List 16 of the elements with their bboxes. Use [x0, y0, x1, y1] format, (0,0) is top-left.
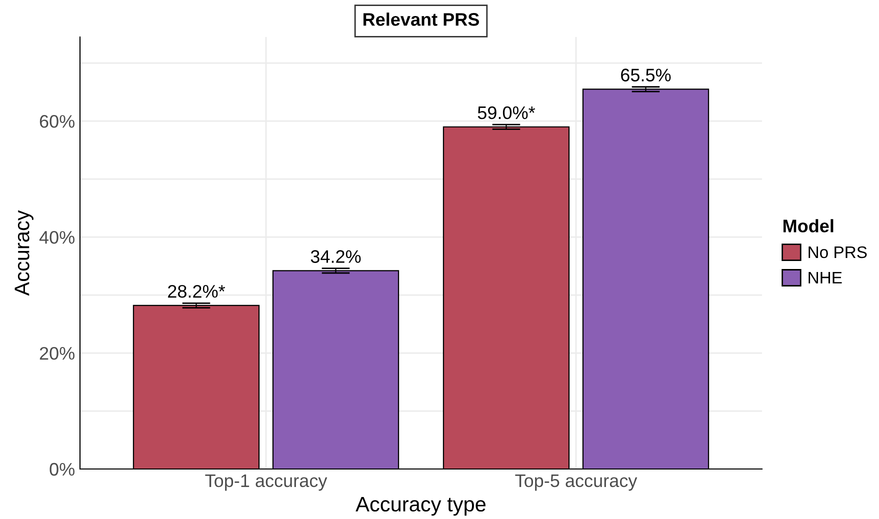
y-tick-label: 20% — [40, 346, 74, 360]
x-axis-title: Accuracy type — [356, 497, 486, 516]
data-label: 34.2% — [310, 250, 361, 263]
y-tick-label: 0% — [50, 462, 74, 476]
data-label: 28.2%* — [168, 284, 226, 298]
legend-label: NHE — [808, 272, 842, 284]
legend-title: Model — [784, 219, 834, 232]
legend-label: No PRS — [808, 246, 867, 258]
y-tick-label: 60% — [40, 115, 74, 128]
y-tick-label: 40% — [39, 230, 74, 244]
x-tick-label: Top-1 accuracy — [205, 474, 328, 491]
chart-title: Relevant PRS — [364, 12, 479, 26]
y-axis-title: Accuracy — [14, 210, 34, 296]
data-label: 59.0%* — [478, 106, 536, 120]
x-tick-label: Top-5 accuracy — [515, 474, 638, 491]
data-label: 65.5% — [621, 68, 671, 82]
